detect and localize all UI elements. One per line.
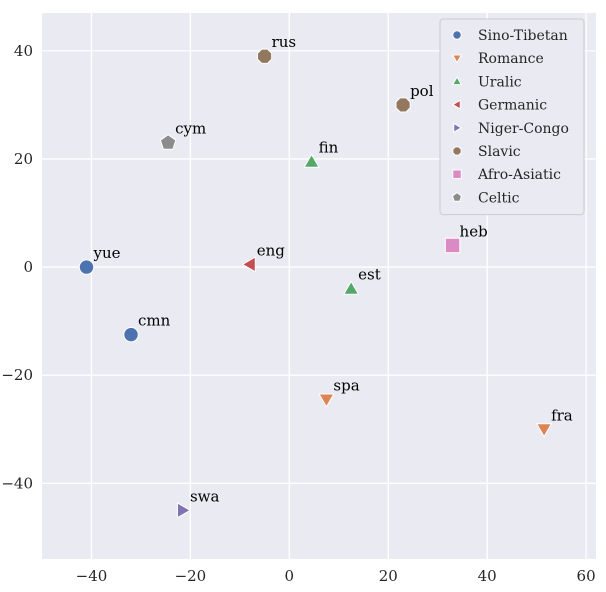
point-label-rus: rus [272,33,297,51]
data-points: yue cmn spa fra fin est eng swa rus pol heb cym [78,33,573,519]
x-tick-label: 40 [478,567,497,585]
data-point-fra [535,423,553,438]
point-label-spa: spa [333,377,359,395]
point-label-cym: cym [175,120,206,138]
data-point-pol [395,97,411,113]
point-label-yue: yue [93,244,121,262]
legend-marker-celtic [451,192,463,202]
legend-marker-afro-asiatic [452,169,462,179]
legend-entry-uralic: Uralic [478,74,522,90]
x-tick-label: 60 [577,567,596,585]
x-tick-label: −40 [76,567,108,585]
legend: Sino-Tibetan Romance Uralic Germanic Niger-C… [439,18,585,216]
legend-entry-niger-congo: Niger-Congo [478,121,569,137]
data-point-cmn [123,326,139,343]
legend-marker-sino-tibetan [452,30,462,40]
data-point-fin [303,153,320,168]
x-tick-label: 0 [285,567,295,585]
data-point-eng [241,256,256,273]
legend-entry-celtic: Celtic [478,190,520,206]
x-tick-label: 20 [379,567,398,585]
data-point-swa [176,502,192,519]
legend-entry-germanic: Germanic [478,98,547,114]
legend-entry-slavic: Slavic [478,144,521,160]
point-label-fin: fin [319,139,339,157]
legend-entry-sino-tibetan: Sino-Tibetan [478,28,568,44]
x-tick-label: −20 [175,567,207,585]
point-label-est: est [358,266,381,284]
y-tick-label: −40 [1,474,33,492]
point-label-swa: swa [190,487,220,505]
point-label-eng: eng [257,241,286,259]
legend-marker-slavic [452,146,462,156]
x-tick-labels: −40 −20 0 20 40 60 [76,567,596,585]
y-tick-label: 40 [14,42,33,60]
legend-marker-germanic [451,99,461,110]
legend-marker-niger-congo [453,122,463,133]
legend-marker-romance [451,54,463,64]
point-label-fra: fra [551,406,573,424]
legend-entry-romance: Romance [478,51,544,67]
data-point-spa [318,393,335,408]
data-point-rus [257,48,273,64]
data-point-heb [444,237,461,254]
legend-box [439,18,585,216]
legend-marker-uralic [451,76,463,86]
y-tick-label: 20 [14,150,33,168]
data-point-est [342,280,360,295]
data-point-yue [78,259,95,275]
y-tick-labels: −40 −20 0 20 40 [1,42,33,492]
y-tick-label: −20 [1,366,33,384]
data-point-cym [159,134,177,150]
legend-entry-afro-asiatic: Afro-Asiatic [477,167,561,183]
point-label-pol: pol [410,82,434,100]
point-label-cmn: cmn [138,312,171,330]
y-tick-label: 0 [23,258,33,276]
point-label-heb: heb [460,222,488,240]
